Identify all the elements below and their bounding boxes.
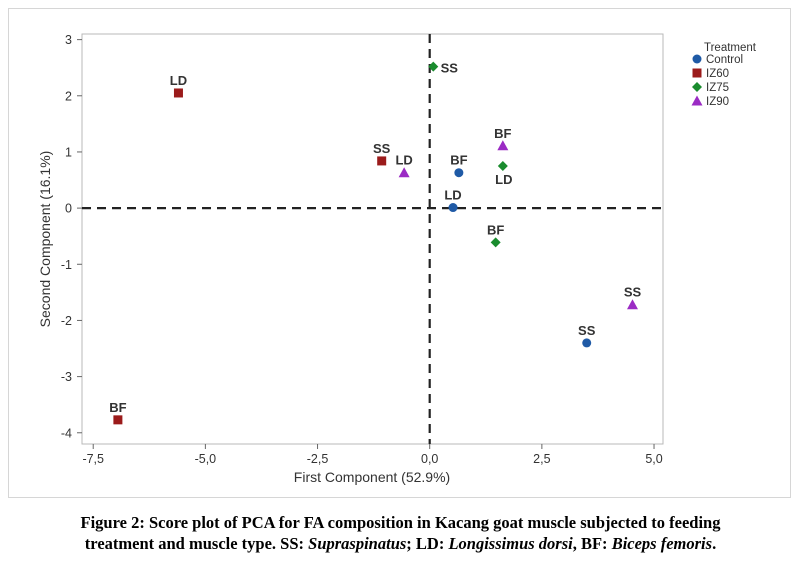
- legend-marker-iz60: [692, 68, 702, 78]
- data-point-control-ss: [582, 338, 592, 348]
- data-point-iz90-ld: [398, 167, 410, 178]
- series-iz75: SS LD BF: [428, 61, 513, 248]
- x-tick-label: 5,0: [645, 452, 662, 466]
- caption-term-bf: Biceps femoris: [611, 534, 713, 553]
- caption-prefix: treatment and muscle type. SS:: [84, 534, 309, 553]
- data-point-iz75-ld: [497, 160, 508, 171]
- figure-frame: [8, 8, 791, 498]
- data-point-iz75-ss: [428, 61, 439, 72]
- point-label: LD: [495, 172, 512, 187]
- point-label: BF: [494, 126, 511, 141]
- caption-end: .: [712, 534, 717, 553]
- legend-marker-iz75: [692, 82, 702, 92]
- series-iz60: SS LD BF: [109, 73, 391, 425]
- y-tick-label: 0: [65, 202, 72, 216]
- data-point-iz75-bf: [490, 237, 501, 248]
- y-axis-title: Second Component (16.1%): [37, 151, 53, 328]
- point-label: BF: [450, 153, 467, 168]
- point-label: BF: [109, 400, 126, 415]
- y-tick-label: 1: [65, 145, 72, 159]
- x-tick-label: -7,5: [82, 452, 104, 466]
- data-point-iz60-ld: [173, 88, 183, 98]
- legend-marker-control: [692, 54, 702, 64]
- data-points: SS LD BF SS LD BF SS LD BF SS LD BF: [109, 61, 641, 425]
- point-label: SS: [441, 61, 459, 76]
- y-tick-label: 3: [65, 33, 72, 47]
- figure-caption: Figure 2: Score plot of PCA for FA compo…: [0, 512, 801, 554]
- caption-term-ss: Supraspinatus: [308, 534, 407, 553]
- caption-line-1: Figure 2: Score plot of PCA for FA compo…: [80, 513, 721, 532]
- legend-label-iz60: IZ60: [706, 68, 729, 80]
- legend-marker-iz90: [691, 95, 703, 106]
- data-point-control-ld: [448, 203, 458, 213]
- y-axis-ticks: -4 -3 -2 -1 0 1 2 3: [61, 33, 82, 440]
- x-axis-title: First Component (52.9%): [294, 469, 450, 485]
- data-point-iz60-bf: [113, 415, 123, 425]
- data-point-control-bf: [454, 168, 464, 178]
- data-point-iz60-ss: [377, 156, 387, 166]
- y-tick-label: -3: [61, 370, 72, 384]
- series-control: SS LD BF: [444, 153, 596, 348]
- reference-lines: [82, 34, 663, 444]
- x-tick-label: -5,0: [195, 452, 217, 466]
- y-tick-label: 2: [65, 89, 72, 103]
- data-point-iz90-ss: [626, 299, 638, 310]
- legend-label-iz90: IZ90: [706, 96, 729, 108]
- legend-label-iz75: IZ75: [706, 82, 729, 94]
- caption-term-ld: Longissimus dorsi: [448, 534, 573, 553]
- caption-line-2: treatment and muscle type. SS: Supraspin…: [0, 533, 801, 554]
- y-tick-label: -4: [61, 426, 72, 440]
- point-label: LD: [395, 153, 412, 168]
- series-iz90: SS LD BF: [395, 126, 642, 310]
- x-tick-label: 2,5: [533, 452, 550, 466]
- plot-area: [81, 33, 664, 445]
- point-label: SS: [624, 285, 642, 300]
- x-axis-ticks: -7,5 -5,0 -2,5 0,0 2,5 5,0: [82, 444, 663, 466]
- point-label: SS: [373, 141, 391, 156]
- y-tick-label: -1: [61, 258, 72, 272]
- legend: Treatment Control IZ60 IZ75 IZ90: [691, 42, 757, 108]
- caption-sep-1: ; LD:: [406, 534, 449, 553]
- point-label: BF: [487, 222, 504, 237]
- point-label: SS: [578, 323, 596, 338]
- legend-title: Treatment: [704, 42, 757, 54]
- point-label: LD: [170, 73, 187, 88]
- x-tick-label: 0,0: [421, 452, 438, 466]
- data-point-iz90-bf: [497, 140, 509, 151]
- legend-label-control: Control: [706, 54, 743, 66]
- pca-score-plot: -7,5 -5,0 -2,5 0,0 2,5 5,0 -4 -3 -2 -1 0 1 2 3 First…: [37, 33, 757, 485]
- x-tick-label: -2,5: [307, 452, 329, 466]
- y-tick-label: -2: [61, 314, 72, 328]
- point-label: LD: [444, 188, 461, 203]
- caption-sep-2: , BF:: [572, 534, 612, 553]
